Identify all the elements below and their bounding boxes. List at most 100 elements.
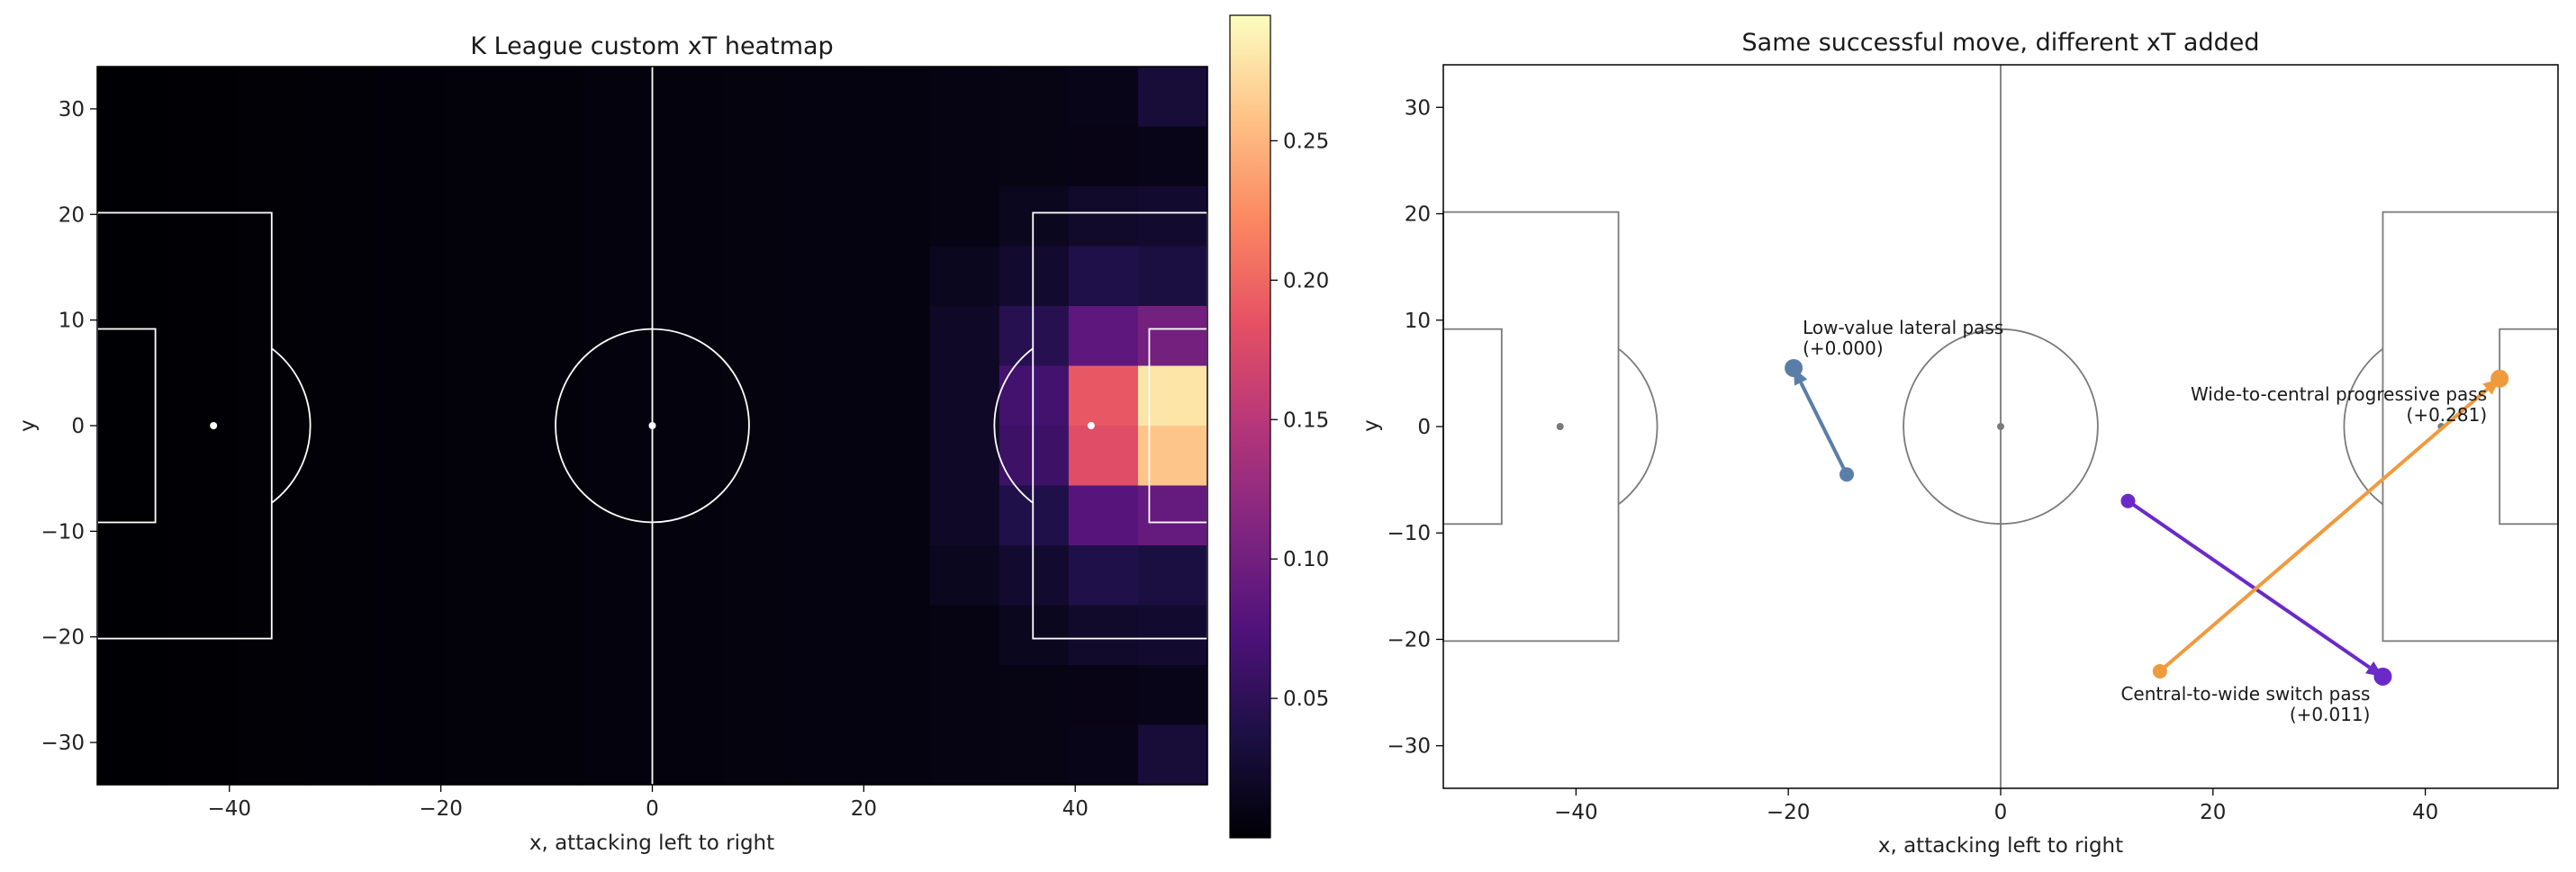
heatmap-cell — [929, 485, 1000, 546]
heatmap-cell — [1137, 724, 1208, 786]
heatmap-cell — [791, 365, 862, 427]
pass-line — [2158, 388, 2489, 673]
heatmap-cell — [929, 186, 1000, 247]
heatmap-cell — [721, 186, 792, 247]
y-tick-label: −20 — [41, 626, 85, 650]
x-tick-label: 20 — [2200, 801, 2226, 824]
heatmap-cell — [97, 306, 167, 367]
heatmap-cell — [583, 126, 654, 187]
heatmap-cell — [999, 665, 1070, 726]
heatmap-cell — [236, 724, 306, 786]
heatmap-cell — [929, 605, 1000, 666]
heatmap-cell — [444, 365, 514, 427]
colorbar-tick-label: 0.05 — [1283, 688, 1329, 711]
heatmap-x-ticks: −40 −20 0 20 40 — [208, 785, 1089, 821]
right-penalty-area — [2382, 211, 2559, 643]
heatmap-cell — [1068, 724, 1139, 786]
heatmap-cell — [791, 665, 862, 726]
heatmap-cell — [860, 724, 931, 786]
heatmap-cell — [652, 365, 723, 427]
x-tick-label: 40 — [1062, 797, 1089, 821]
pass-chart-y-ticks: −30 −20 −10 0 10 20 30 — [1387, 96, 1443, 759]
heatmap-chart: K League custom xT heatmap −40 −20 0 20 40 −… — [16, 32, 1208, 855]
heatmap-cell — [305, 665, 375, 726]
pass-label: Central-to-wide switch pass — [2120, 683, 2370, 705]
left-penalty-arc — [1617, 347, 1659, 506]
heatmap-cell — [929, 126, 1000, 187]
heatmap-cell — [375, 67, 445, 128]
heatmap-cell — [860, 485, 931, 546]
right-goal-area — [2499, 328, 2559, 526]
pass-chart-title: Same successful move, different xT added — [1742, 29, 2260, 57]
pass-end-point — [2490, 369, 2509, 388]
heatmap-cell — [375, 665, 445, 726]
heatmap-cell — [305, 545, 375, 607]
right-penalty-arc — [993, 347, 1034, 504]
y-tick-label: −20 — [1387, 628, 1431, 652]
heatmap-cell — [513, 186, 584, 247]
heatmap-cell — [652, 545, 723, 607]
heatmap-cell — [1068, 306, 1139, 367]
heatmap-cell — [721, 605, 792, 666]
heatmap-cell — [652, 605, 723, 666]
heatmap-cell — [929, 426, 1000, 487]
heatmap-cell — [513, 246, 584, 307]
right-penalty-arc — [2343, 347, 2384, 506]
heatmap-cell — [999, 545, 1070, 607]
heatmap-cell — [97, 126, 167, 187]
heatmap-cell — [1068, 665, 1139, 726]
heatmap-cell — [444, 126, 514, 187]
heatmap-cell — [652, 126, 723, 187]
colorbar-tick-label: 0.25 — [1283, 130, 1329, 153]
pass-arrow: Low-value lateral pass(+0.000) — [1785, 317, 2003, 482]
x-tick-label: 0 — [1994, 801, 2008, 824]
heatmap-cell — [513, 426, 584, 487]
centre-circle — [555, 328, 750, 524]
x-tick-label: 0 — [646, 797, 659, 821]
y-tick-label: 10 — [59, 310, 85, 333]
heatmap-cell — [167, 545, 237, 607]
pass-line — [1799, 382, 1848, 476]
y-tick-label: 30 — [1405, 96, 1431, 120]
pass-value-label: (+0.281) — [2407, 404, 2488, 426]
heatmap-cell — [999, 485, 1070, 546]
heatmap-cell — [167, 426, 237, 487]
heatmap-cell — [791, 186, 862, 247]
heatmap-cell — [860, 186, 931, 247]
x-tick-label: −40 — [208, 797, 252, 821]
y-tick-label: −30 — [1387, 735, 1431, 759]
heatmap-cell — [721, 724, 792, 786]
heatmap-cell — [791, 246, 862, 307]
heatmap-cell — [791, 306, 862, 367]
y-tick-label: 10 — [1405, 310, 1431, 333]
heatmap-cell — [860, 126, 931, 187]
heatmap-cell — [791, 126, 862, 187]
heatmap-cell — [860, 665, 931, 726]
heatmap-cell — [929, 724, 1000, 786]
heatmap-cell — [999, 186, 1070, 247]
heatmap-cell — [1137, 246, 1208, 307]
heatmap-cell — [1137, 545, 1208, 607]
x-tick-label: −20 — [1767, 801, 1811, 824]
heatmap-cell — [236, 665, 306, 726]
heatmap-cell — [721, 365, 792, 427]
heatmap-colorbar: 0.05 0.10 0.15 0.20 0.25 — [1229, 14, 1329, 839]
heatmap-cell — [167, 186, 237, 247]
heatmap-y-ticks: −30 −20 −10 0 10 20 30 — [41, 98, 97, 755]
heatmap-cell — [375, 186, 445, 247]
pass-chart-y-axis-label: y — [1360, 419, 1383, 432]
pass-start-point — [1839, 467, 1855, 482]
heatmap-cell — [375, 306, 445, 367]
heatmap-cell — [929, 545, 1000, 607]
heatmap-cell — [305, 67, 375, 128]
heatmap-cell — [97, 246, 167, 307]
heatmap-cell — [444, 485, 514, 546]
heatmap-cell — [167, 126, 237, 187]
heatmap-cell — [167, 365, 237, 427]
heatmap-cell — [513, 724, 584, 786]
heatmap-cell — [97, 724, 167, 786]
heatmap-cell — [444, 605, 514, 666]
heatmap-cell — [97, 605, 167, 666]
heatmap-cell — [305, 306, 375, 367]
